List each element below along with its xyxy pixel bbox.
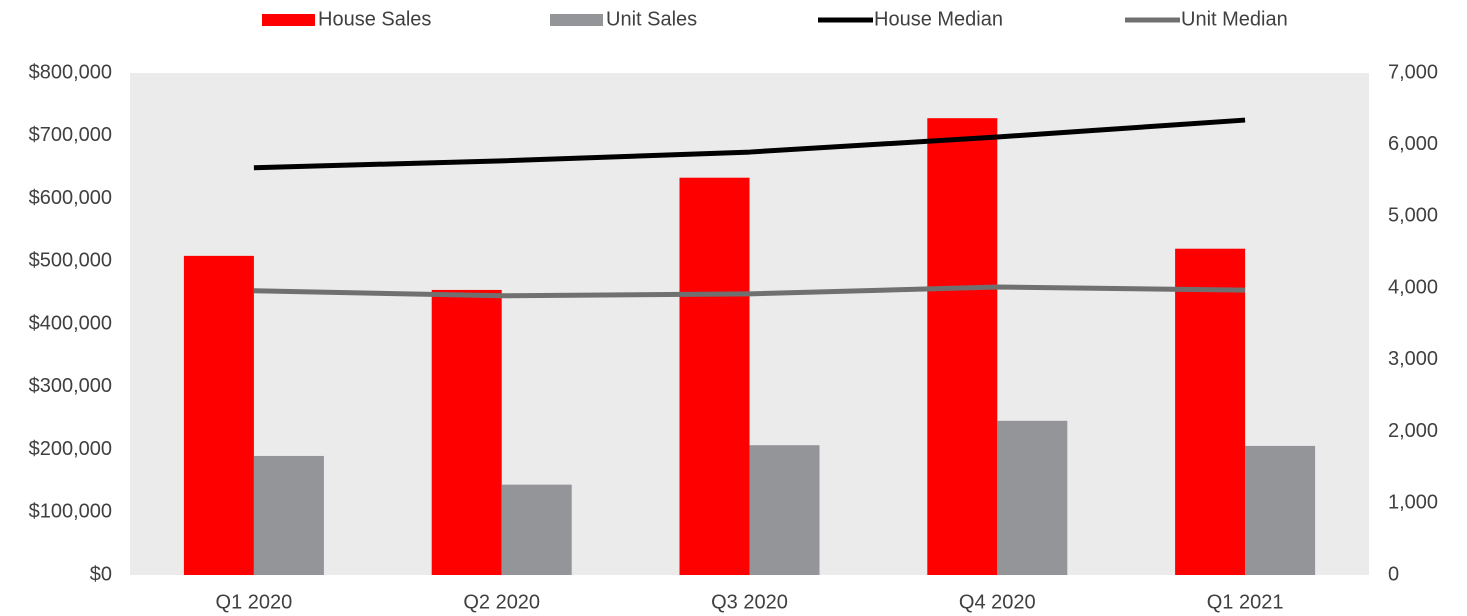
y2-tick-label: 0 bbox=[1388, 563, 1399, 585]
bar bbox=[183, 255, 254, 575]
y-tick-label: $300,000 bbox=[29, 375, 112, 397]
x-tick-label: Q1 2021 bbox=[1207, 591, 1284, 613]
legend-label: Unit Median bbox=[1181, 8, 1288, 30]
y-tick-label: $700,000 bbox=[29, 124, 112, 146]
bar bbox=[997, 420, 1068, 575]
y2-tick-label: 7,000 bbox=[1388, 61, 1438, 83]
bar bbox=[431, 289, 502, 575]
bar bbox=[749, 445, 820, 575]
x-tick-label: Q2 2020 bbox=[463, 591, 540, 613]
line bbox=[253, 284, 1246, 299]
x-tick-label: Q1 2020 bbox=[216, 591, 293, 613]
y2-tick-label: 2,000 bbox=[1388, 420, 1438, 442]
legend-label: House Median bbox=[874, 8, 1003, 30]
line bbox=[253, 117, 1246, 171]
x-tick-label: Q3 2020 bbox=[711, 591, 788, 613]
y-tick-label: $800,000 bbox=[29, 61, 112, 83]
bar bbox=[1175, 248, 1246, 575]
bar bbox=[679, 177, 750, 575]
y2-tick-label: 5,000 bbox=[1388, 205, 1438, 227]
legend-label: House Sales bbox=[318, 8, 431, 30]
legend-swatch bbox=[262, 14, 315, 26]
y2-tick-label: 1,000 bbox=[1388, 492, 1438, 514]
y2-tick-label: 4,000 bbox=[1388, 276, 1438, 298]
y-tick-label: $400,000 bbox=[29, 312, 112, 334]
y-tick-label: $500,000 bbox=[29, 250, 112, 272]
legend-label: Unit Sales bbox=[606, 8, 697, 30]
y2-tick-label: 6,000 bbox=[1388, 133, 1438, 155]
y-tick-label: $600,000 bbox=[29, 187, 112, 209]
y2-tick-label: 3,000 bbox=[1388, 348, 1438, 370]
y-tick-label: $200,000 bbox=[29, 438, 112, 460]
legend-swatch bbox=[550, 14, 603, 26]
y-tick-label: $0 bbox=[90, 563, 112, 585]
bar bbox=[927, 118, 998, 576]
y-tick-label: $100,000 bbox=[29, 501, 112, 523]
bar bbox=[501, 484, 572, 575]
bar bbox=[1245, 445, 1316, 575]
x-tick-label: Q4 2020 bbox=[959, 591, 1036, 613]
bar bbox=[253, 455, 324, 575]
